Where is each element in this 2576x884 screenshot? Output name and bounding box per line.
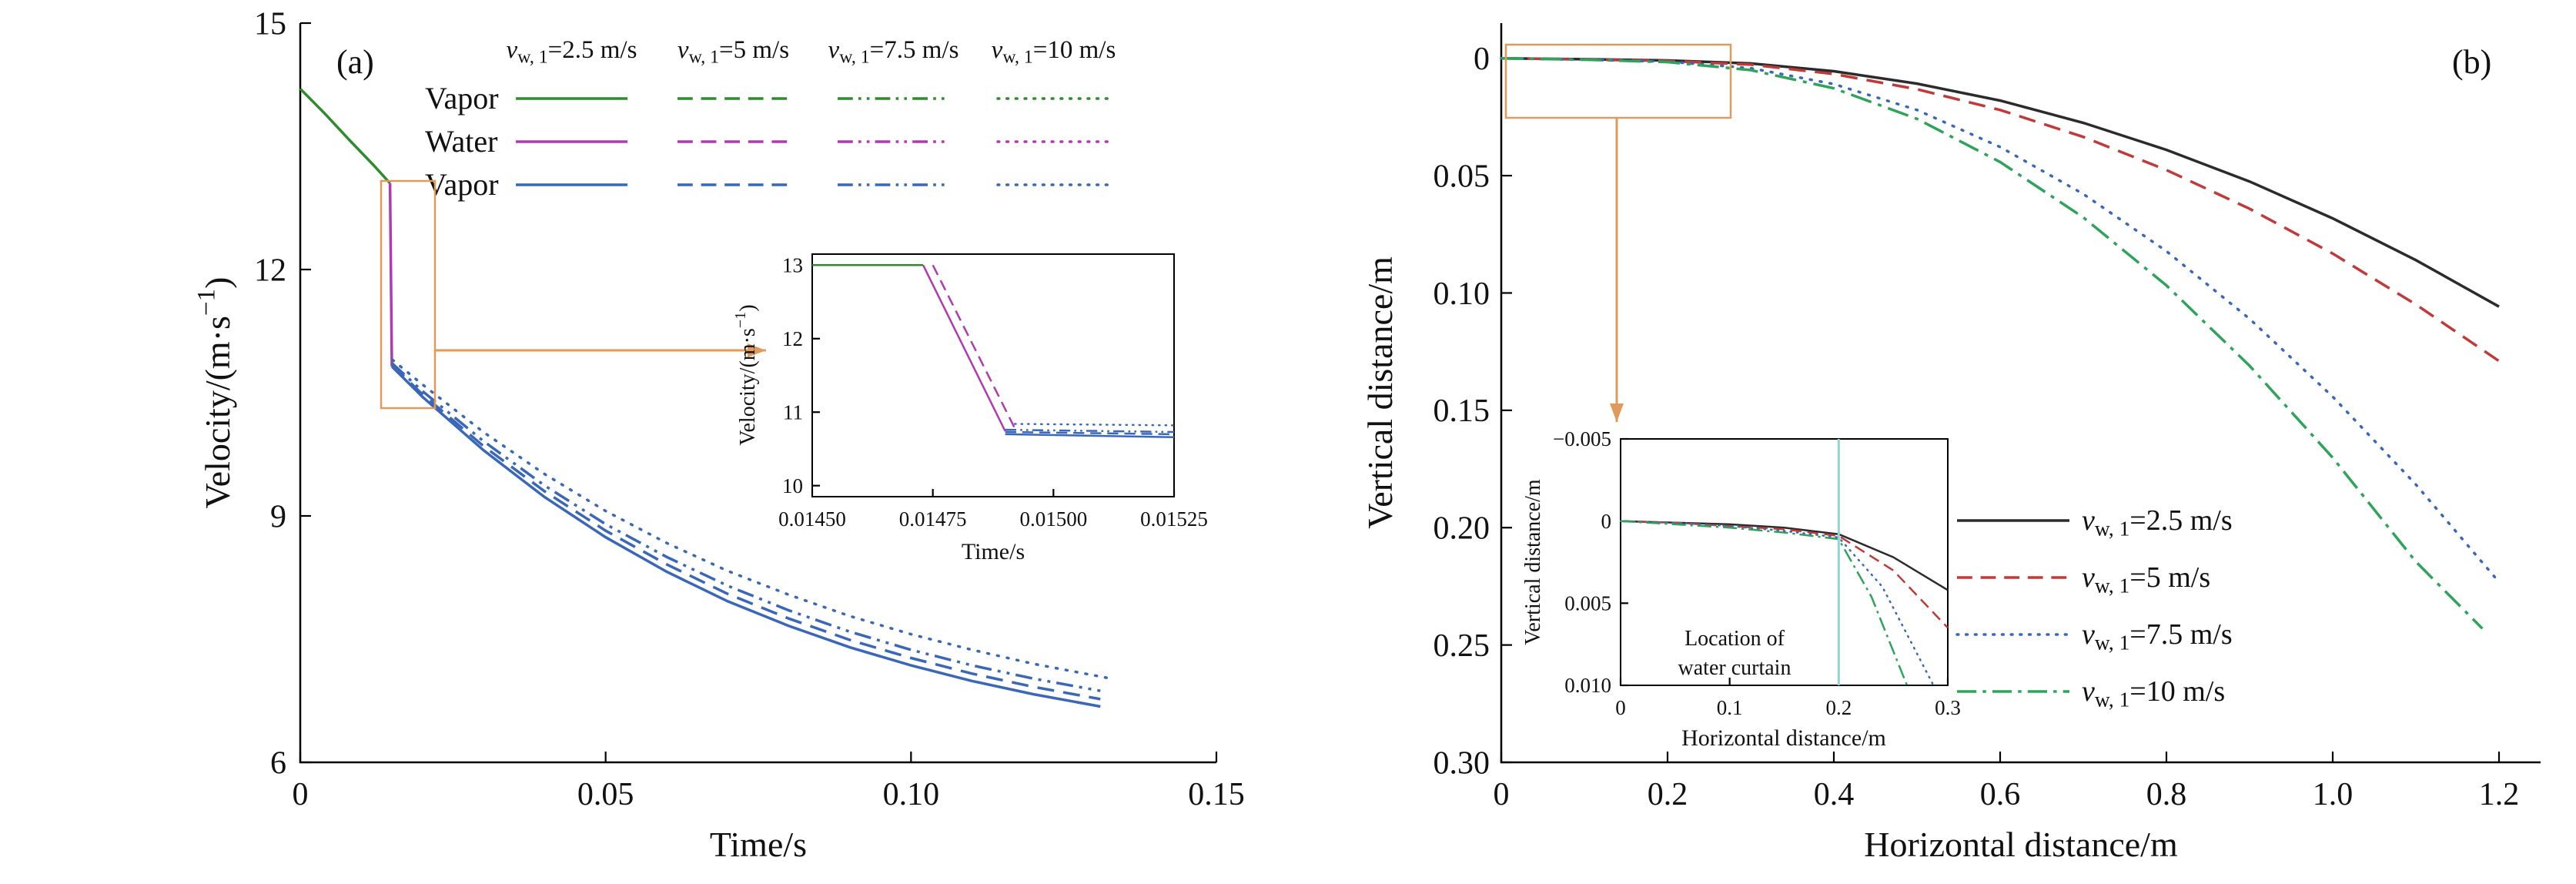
panel-b-y-axis-title: Vertical distance/m [1360, 256, 1400, 529]
zoom-region-box [380, 179, 437, 410]
panel-b-inset-y-axis-title: Vertical distance/m [1521, 479, 1545, 645]
x-tick-label: 1.0 [2313, 777, 2354, 812]
x-tick-label: 0 [1615, 696, 1626, 719]
panel-a-inset-y-axis-title: Velocity/(m·s−1) [732, 304, 760, 445]
y-tick-label: 12 [254, 253, 286, 288]
water-curtain-annotation: water curtain [1678, 656, 1791, 680]
y-tick-label: 0.010 [1564, 674, 1611, 697]
panel-a-inset-frame [811, 253, 1175, 497]
series-trajectory-10 [1500, 56, 2484, 630]
panel-a-x-axis-title: Time/s [710, 825, 807, 864]
series-inset-water-drop-dashed [932, 264, 1016, 429]
panel-b: 0 0.2 0.4 0.6 0.8 1.0 1.200.050.100.150.200.25… [1360, 23, 2541, 864]
panel-b-series-group [1500, 56, 2501, 630]
y-tick-label: 0 [1601, 510, 1612, 533]
panel-a-label: (a) [336, 43, 374, 81]
panel-b-inset-frame [1620, 438, 1949, 686]
series-inset-vapor-after-10 [1013, 423, 1176, 427]
y-tick-label: 0.005 [1564, 592, 1611, 615]
y-tick-label: 10 [782, 474, 803, 497]
legend-item-label: vw, 1=2.5 m/s [2082, 504, 2233, 541]
panel-b-x-axis-title: Horizontal distance/m [1864, 825, 2178, 864]
x-tick-label: 0 [293, 777, 309, 812]
panel-b-inset-series-group [1619, 520, 1949, 687]
y-tick-label: 13 [782, 253, 803, 276]
y-tick-label: 6 [270, 745, 286, 781]
panel-a-inset-x-axis-title: Time/s [962, 539, 1025, 564]
x-tick-label: 0.01475 [899, 507, 967, 531]
series-vapor-after-2.5 [390, 365, 1101, 708]
legend-col-header: vw, 1=5 m/s [677, 36, 789, 68]
legend-item-label: vw, 1=5 m/s [2082, 561, 2210, 598]
series-trajectory-5 [1500, 56, 2500, 363]
y-tick-label: 0.15 [1434, 393, 1490, 429]
x-tick-label: 0.3 [1935, 696, 1961, 719]
x-tick-label: 0.8 [2146, 777, 2187, 812]
x-tick-label: 0.01500 [1019, 507, 1087, 531]
series-trajectory-2.5 [1500, 56, 2500, 308]
x-tick-label: 0.2 [1648, 777, 1688, 812]
series-vapor-after-5 [390, 363, 1101, 701]
series-vapor-before-curtain [299, 88, 391, 185]
y-tick-label: −0.005 [1553, 427, 1611, 450]
legend-row-label: Vapor [425, 167, 499, 202]
x-tick-label: 1.2 [2479, 777, 2520, 812]
series-inset-vapor-after-5 [1005, 430, 1175, 436]
x-tick-label: 0.01450 [778, 507, 846, 531]
legend-item-label: vw, 1=10 m/s [2082, 675, 2225, 712]
x-tick-label: 0.4 [1814, 777, 1855, 812]
panel-a-series-group [299, 88, 1108, 708]
series-inset-trajectory-7.5 [1619, 520, 1935, 687]
water-curtain-annotation: Location of [1684, 627, 1785, 651]
panel-b-legend: vw, 1=2.5 m/s vw, 1=5 m/s vw, 1=7.5 m/s vw,… [1955, 504, 2233, 712]
x-tick-label: 0.2 [1825, 696, 1852, 719]
series-inset-water-drop [922, 264, 1006, 432]
series-inset-trajectory-10 [1620, 520, 1909, 687]
panel-a: 0 0.05 0.10 0.15 6 9 12 15 Time/s Velocity/(m·s−1… [193, 6, 1245, 864]
legend-row-label: Vapor [425, 81, 499, 116]
x-tick-label: 0.05 [577, 777, 634, 812]
series-trajectory-7.5 [1500, 56, 2501, 584]
y-tick-label: 0.05 [1434, 159, 1490, 194]
legend-col-header: vw, 1=7.5 m/s [828, 36, 959, 68]
panel-a-legend: vw, 1=2.5 m/s vw, 1=5 m/s vw, 1=7.5 m/s vw,… [425, 36, 1116, 202]
y-tick-label: 0.25 [1434, 628, 1490, 664]
x-tick-label: 0.6 [1980, 777, 2021, 812]
y-tick-label: 9 [270, 499, 286, 534]
annotation-arrowhead [1610, 403, 1624, 422]
panel-b-inset: 0 0.1 0.2 0.3 −0.005 0 0.005 0.010 Horizontal di… [1521, 427, 1961, 751]
x-tick-label: 0.15 [1188, 777, 1245, 812]
series-inset-vapor-after-7.5 [1005, 428, 1175, 434]
legend-col-header: vw, 1=2.5 m/s [507, 36, 637, 68]
x-tick-label: 0.01525 [1140, 507, 1208, 531]
x-tick-label: 0.10 [883, 777, 940, 812]
panel-b-inset-x-axis-title: Horizontal distance/m [1681, 725, 1886, 751]
y-tick-label: 0 [1474, 42, 1490, 77]
y-tick-label: 15 [254, 6, 286, 42]
panel-a-y-axis-title: Velocity/(m·s−1) [193, 277, 237, 509]
panel-b-label: (b) [2452, 43, 2491, 81]
panel-a-inset-series-group [812, 264, 1176, 438]
panel-a-inset: 0.01450 0.01475 0.01500 0.01525 10 11 12 13 Time… [732, 253, 1208, 564]
legend-col-header: vw, 1=10 m/s [992, 36, 1116, 68]
legend-item-label: vw, 1=7.5 m/s [2082, 618, 2233, 655]
zoom-region-box [1504, 43, 1732, 119]
legend-row-label: Water [425, 124, 498, 159]
series-inset-trajectory-5 [1620, 520, 1949, 629]
y-tick-label: 0.20 [1434, 511, 1490, 547]
x-tick-label: 0.1 [1717, 696, 1743, 719]
x-tick-label: 0 [1494, 777, 1510, 812]
y-tick-label: 12 [782, 327, 803, 350]
series-water-drop [388, 182, 393, 367]
annotation-arrowhead [748, 343, 766, 357]
y-tick-label: 11 [783, 400, 803, 424]
y-tick-label: 0.30 [1434, 745, 1490, 781]
y-tick-label: 0.10 [1434, 276, 1490, 312]
series-inset-vapor-after-2.5 [1005, 433, 1175, 438]
